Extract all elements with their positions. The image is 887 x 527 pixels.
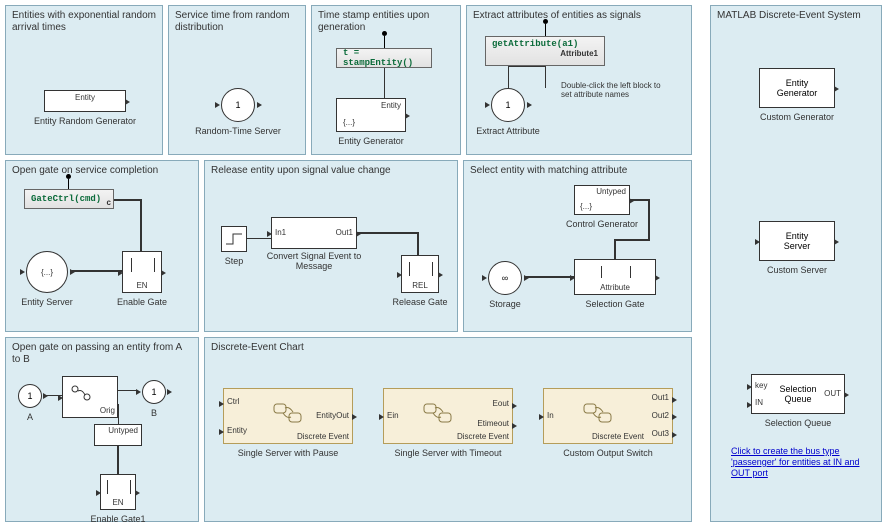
selection-queue-block[interactable]: key IN OUT Selection Queue bbox=[751, 374, 845, 414]
panel-open-gate-service: Open gate on service completion GateCtrl… bbox=[5, 160, 199, 332]
panel-title: Extract attributes of entities as signal… bbox=[473, 10, 685, 22]
enable-gate1-block[interactable]: EN bbox=[100, 474, 136, 510]
panel-release-entity: Release entity upon signal value change … bbox=[204, 160, 458, 332]
release-gate-block[interactable]: REL bbox=[401, 255, 439, 293]
panel-title: Discrete-Event Chart bbox=[211, 342, 685, 354]
bus-type-link[interactable]: Click to create the bus type 'passenger'… bbox=[731, 446, 867, 478]
extract-caption: Extract Attribute bbox=[476, 126, 540, 136]
custom-output-switch-block[interactable]: In Out1 Out2 Out3 Discrete Event bbox=[543, 388, 673, 444]
entity-server-block[interactable]: Entity Server bbox=[759, 221, 835, 261]
panel-exp-arrival: Entities with exponential random arrival… bbox=[5, 5, 163, 155]
server-timeout-block[interactable]: Ein Eout Etimeout Discrete Event bbox=[383, 388, 513, 444]
panel-title: Release entity upon signal value change bbox=[211, 165, 451, 177]
circle-text: 1 bbox=[235, 100, 240, 110]
panel-title: Service time from random distribution bbox=[175, 10, 299, 34]
panel-matlab-des: MATLAB Discrete-Event System Entity Gene… bbox=[710, 5, 882, 522]
a-circle[interactable]: 1 bbox=[18, 384, 42, 408]
control-gen-block[interactable]: Untyped {...} bbox=[574, 185, 630, 215]
panel-open-gate-ab: Open gate on passing an entity from A to… bbox=[5, 337, 199, 522]
step-block[interactable] bbox=[221, 226, 247, 252]
panel-title: Open gate on service completion bbox=[12, 165, 192, 177]
server-caption: Random-Time Server bbox=[195, 126, 281, 136]
storage-circle[interactable]: ∞ bbox=[488, 261, 522, 295]
panel-title: MATLAB Discrete-Event System bbox=[717, 10, 875, 22]
extract-circle[interactable]: 1 bbox=[491, 88, 525, 122]
b-circle[interactable]: 1 bbox=[142, 380, 166, 404]
panel-select-matching: Select entity with matching attribute Un… bbox=[463, 160, 692, 332]
panel-timestamp: Time stamp entities upon generation t = … bbox=[311, 5, 461, 155]
selection-gate-block[interactable]: Attribute bbox=[574, 259, 656, 295]
stamp-code[interactable]: t = stampEntity() bbox=[336, 48, 432, 68]
panel-title: Entities with exponential random arrival… bbox=[12, 10, 156, 34]
server-circle[interactable]: 1 bbox=[221, 88, 255, 122]
panel-title: Open gate on passing an entity from A to… bbox=[12, 342, 192, 366]
panel-random-server: Service time from random distribution 1 … bbox=[168, 5, 306, 155]
panel-title: Time stamp entities upon generation bbox=[318, 10, 454, 34]
entity-block[interactable]: Entity bbox=[44, 90, 126, 112]
panel-discrete-event-chart: Discrete-Event Chart Ctrl Entity EntityO… bbox=[204, 337, 692, 522]
entity-caption: Entity Random Generator bbox=[34, 116, 136, 126]
panel-extract-attr: Extract attributes of entities as signal… bbox=[466, 5, 692, 155]
entgen-caption: Entity Generator bbox=[338, 136, 404, 146]
entity-block-label: Entity bbox=[75, 93, 95, 102]
getattr-code[interactable]: getAttribute(a1) Attribute1 bbox=[485, 36, 605, 66]
entity-gen-block[interactable]: Entity {...} bbox=[336, 98, 406, 132]
enable-gate-block[interactable]: EN bbox=[122, 251, 162, 293]
panel-title: Select entity with matching attribute bbox=[470, 165, 685, 177]
entity-server-circle[interactable]: {...} bbox=[26, 251, 68, 293]
untyped-block[interactable]: Untyped bbox=[94, 424, 142, 446]
server-pause-block[interactable]: Ctrl Entity EntityOut Discrete Event bbox=[223, 388, 353, 444]
orig-block[interactable]: Orig bbox=[62, 376, 118, 418]
gatectrl-code[interactable]: GateCtrl(cmd) c bbox=[24, 189, 114, 209]
extract-hint: Double-click the left block to set attri… bbox=[561, 82, 661, 100]
entity-generator-block[interactable]: Entity Generator bbox=[759, 68, 835, 108]
convert-block[interactable]: In1 Out1 bbox=[271, 217, 357, 249]
